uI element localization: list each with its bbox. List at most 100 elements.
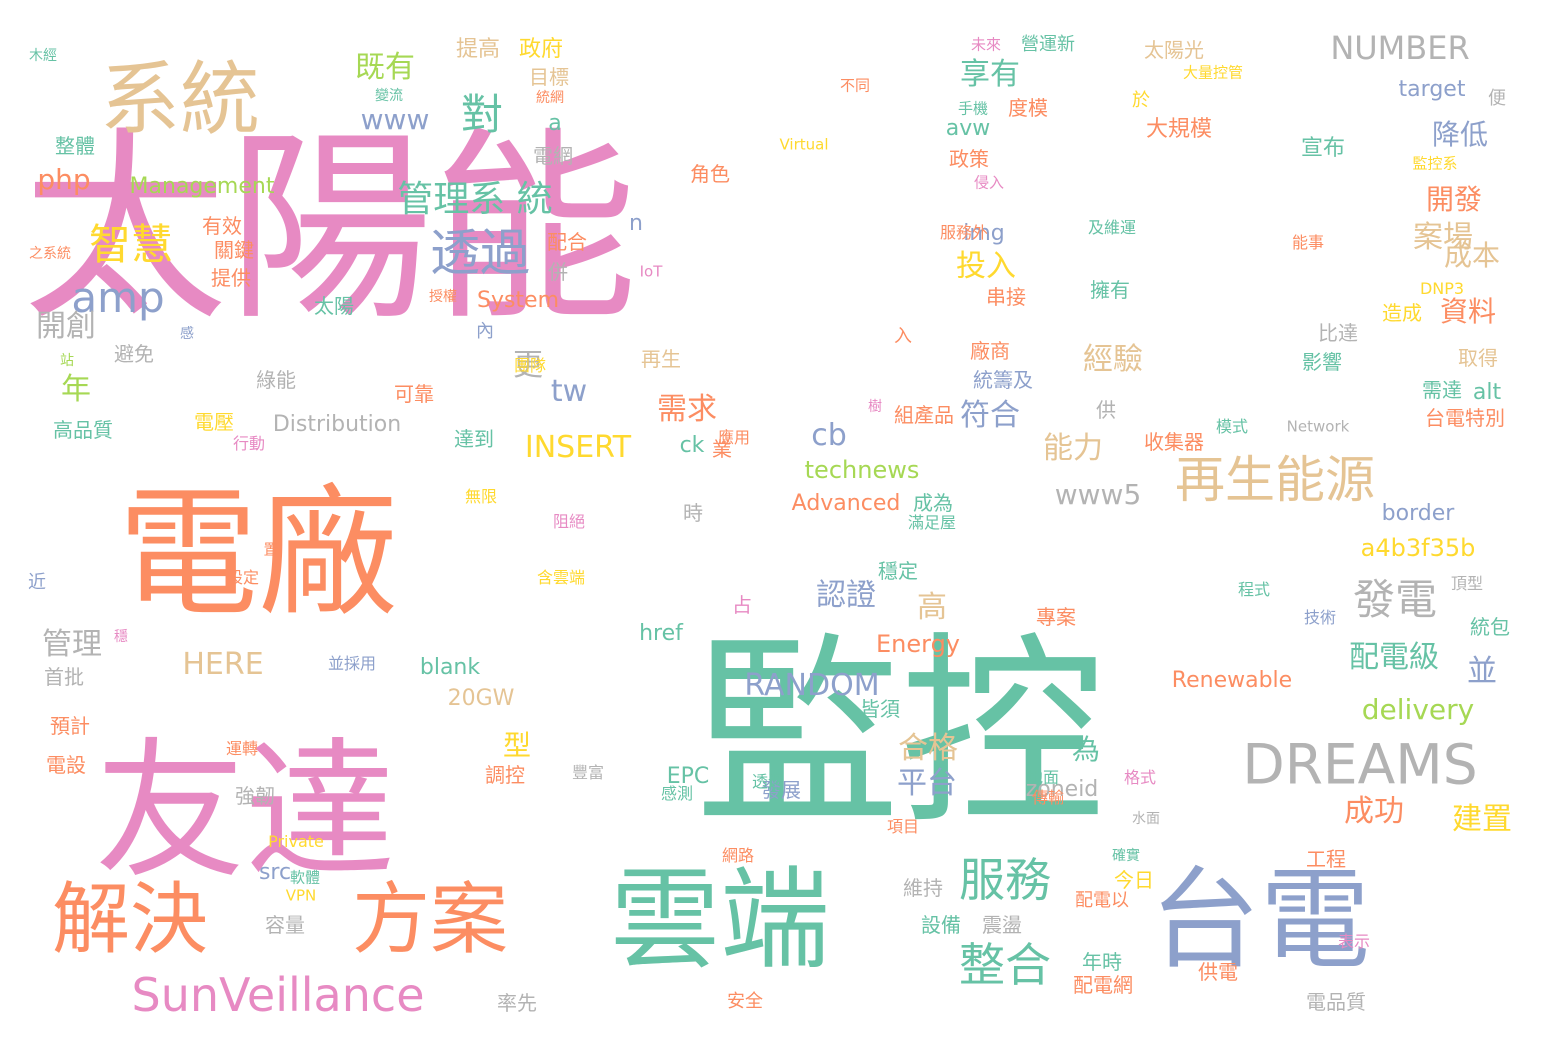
cloud-word: 表示 — [1337, 932, 1371, 951]
cloud-word: 首批 — [44, 665, 84, 689]
cloud-word: 業 — [712, 437, 732, 461]
cloud-word: 度模 — [1008, 96, 1048, 120]
cloud-word: 符合 — [960, 398, 1020, 433]
cloud-word: 組產品 — [894, 403, 954, 427]
cloud-word: 整體 — [55, 134, 95, 158]
cloud-word: VPN — [285, 886, 317, 905]
cloud-word: 提高 — [455, 37, 501, 62]
cloud-word: 廠商 — [970, 339, 1010, 363]
cloud-word: 對 — [460, 90, 504, 139]
cloud-word: 解決 — [51, 875, 209, 965]
cloud-word: 監控 — [695, 615, 1105, 854]
cloud-word: 電品質 — [1306, 990, 1366, 1014]
cloud-word: 豐富 — [571, 763, 605, 782]
cloud-word: 傳輸 — [1031, 788, 1065, 807]
cloud-word: 年 — [61, 372, 91, 407]
cloud-word: border — [1381, 501, 1455, 526]
cloud-word: System — [476, 288, 560, 313]
cloud-word: 統網 — [536, 90, 564, 106]
cloud-word: www — [360, 103, 430, 136]
cloud-word: 電設 — [46, 753, 86, 777]
cloud-word: zoneid — [1025, 777, 1099, 802]
cloud-word: 智慧 — [88, 220, 174, 269]
cloud-word: 收集器 — [1144, 430, 1204, 454]
cloud-word: 電廠 — [117, 473, 399, 636]
cloud-word: 宣布 — [1300, 136, 1346, 161]
cloud-word: 綠能 — [256, 368, 296, 392]
cloud-word: href — [639, 621, 683, 646]
cloud-word: 地面 — [1026, 768, 1060, 787]
cloud-word: 預計 — [50, 714, 90, 738]
cloud-word: a4b3f35b — [1360, 534, 1476, 562]
cloud-word: 發電 — [1352, 575, 1438, 624]
cloud-word: 不同 — [839, 76, 871, 95]
cloud-word: www5 — [1054, 478, 1142, 511]
cloud-word: 比達 — [1318, 321, 1358, 345]
cloud-word: 阻絕 — [552, 512, 586, 531]
cloud-word: 未來 — [970, 35, 1002, 54]
cloud-word: 開發 — [1425, 183, 1483, 216]
cloud-word: 成本 — [1443, 239, 1501, 272]
cloud-word: 雲端 — [610, 856, 830, 984]
cloud-word: 模式 — [1215, 417, 1249, 436]
cloud-word: 降低 — [1431, 118, 1489, 151]
cloud-word: 強韌 — [235, 784, 275, 808]
cloud-word: 管理系 統 — [397, 179, 553, 220]
cloud-word: EPC — [666, 764, 710, 789]
cloud-word: 方案 — [351, 875, 509, 965]
cloud-word: 影響 — [1302, 350, 1342, 374]
cloud-word: 率先 — [497, 991, 537, 1015]
cloud-word: 既有 — [355, 50, 415, 85]
cloud-word: 系統 — [100, 53, 260, 146]
cloud-word: 案場 — [1413, 220, 1473, 255]
cloud-word: 為 — [1071, 733, 1101, 766]
cloud-word: DNP3 — [1419, 279, 1465, 298]
cloud-word: img — [963, 221, 1005, 246]
cloud-word: 發展 — [761, 778, 801, 802]
cloud-word: Network — [1286, 417, 1350, 436]
cloud-word: 侵入 — [973, 173, 1005, 192]
cloud-word: 供 — [1096, 398, 1116, 422]
cloud-word: 再生 — [641, 347, 681, 371]
cloud-word: 合格 — [898, 731, 958, 766]
cloud-word: 設定 — [226, 568, 260, 587]
cloud-word: 高 — [917, 590, 947, 625]
cloud-word: cb — [811, 418, 847, 453]
cloud-word: 行動 — [232, 434, 266, 453]
cloud-word: 項目 — [886, 817, 920, 836]
cloud-word: 置 — [263, 540, 279, 559]
cloud-word: 授權 — [429, 289, 457, 305]
cloud-word: Virtual — [779, 135, 829, 154]
cloud-word: 串接 — [986, 285, 1026, 309]
cloud-word: 軟體 — [289, 868, 321, 887]
cloud-word: amp — [71, 273, 165, 322]
cloud-word: 維持 — [903, 876, 943, 900]
cloud-word: 達到 — [454, 427, 494, 451]
cloud-word: 確實 — [1112, 848, 1140, 864]
cloud-word: 電壓 — [194, 410, 234, 434]
cloud-word: ck — [679, 433, 705, 458]
cloud-word: 近 — [28, 572, 46, 593]
cloud-word: 取得 — [1458, 346, 1498, 370]
cloud-word: 安全 — [727, 991, 763, 1012]
cloud-word: 皆須 — [860, 697, 900, 721]
cloud-word: 20GW — [447, 686, 515, 711]
cloud-word: 台電 — [1150, 856, 1370, 984]
cloud-word: 震盪 — [982, 913, 1022, 937]
cloud-word: 型 — [502, 729, 532, 762]
cloud-word: 政策 — [949, 147, 989, 171]
cloud-word: 建置 — [1452, 802, 1512, 837]
cloud-word: 統籌及 — [973, 368, 1033, 392]
cloud-word: 開創 — [36, 309, 96, 344]
cloud-word: 調控 — [485, 763, 525, 787]
cloud-word: 工程 — [1306, 847, 1346, 871]
cloud-word: Distribution — [272, 412, 402, 437]
cloud-word: 享有 — [960, 57, 1020, 92]
cloud-word: 水面 — [1132, 811, 1160, 827]
cloud-word: Renewable — [1171, 668, 1293, 693]
cloud-word: 並採用 — [327, 654, 377, 673]
cloud-word: 資料 — [1439, 295, 1497, 328]
cloud-word: 運轉 — [225, 739, 259, 758]
cloud-word: 太陽 — [314, 294, 354, 318]
cloud-word: 再生能源 — [1175, 451, 1375, 509]
